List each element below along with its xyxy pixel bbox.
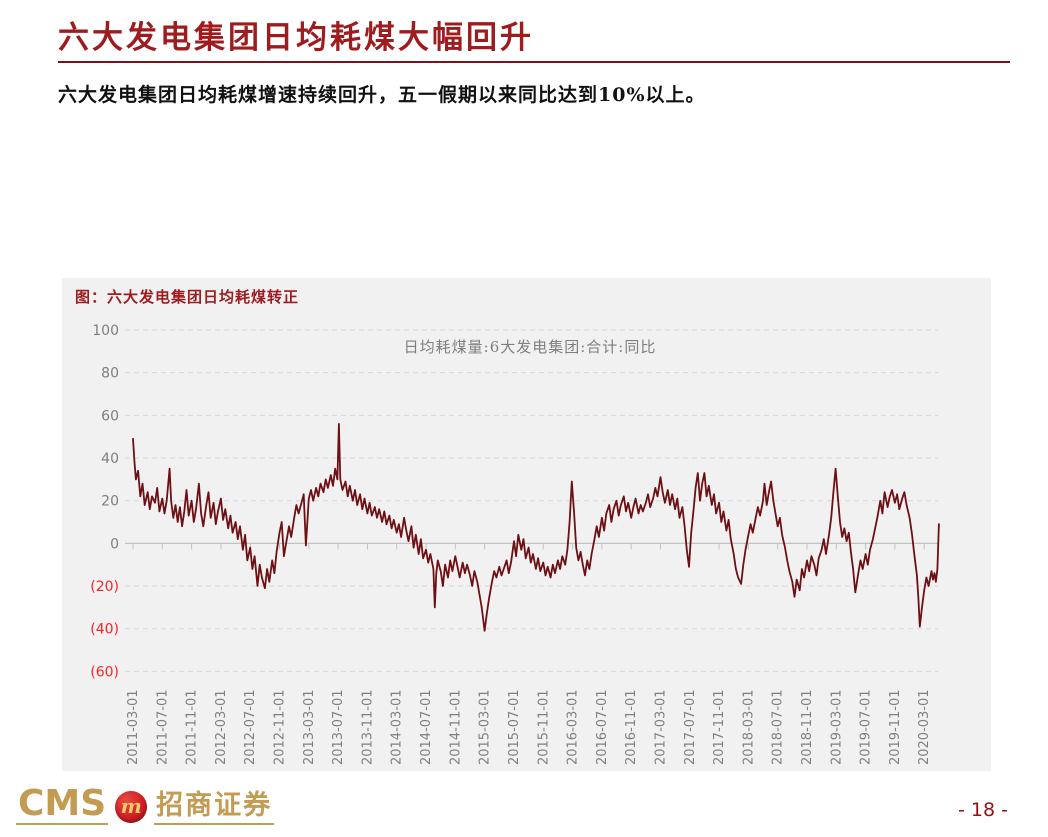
- x-tick-label: 2019-11-01: [888, 689, 903, 765]
- x-tick-label: 2013-07-01: [331, 689, 346, 765]
- x-tick-label: 2017-11-01: [712, 689, 727, 765]
- broker-name-text: 招商证券: [154, 792, 275, 825]
- cms-badge-icon: m: [115, 791, 148, 823]
- x-tick-label: 2018-07-01: [771, 689, 786, 765]
- y-tick-label: 0: [110, 536, 119, 552]
- x-tick-label: 2015-07-01: [507, 689, 522, 765]
- x-tick-label: 2016-11-01: [624, 689, 639, 765]
- x-tick-label: 2012-03-01: [214, 689, 229, 765]
- page-title: 六大发电集团日均耗煤大幅回升: [58, 20, 534, 56]
- y-axis-labels: 100 80 60 40 20 0 (20) (40) (60): [90, 323, 119, 680]
- y-tick-label: (40): [90, 622, 119, 638]
- x-tick-label: 2015-03-01: [478, 689, 493, 765]
- x-tick-label: 2017-03-01: [653, 689, 668, 765]
- y-tick-label: 20: [101, 494, 119, 510]
- subtitle-text: 六大发电集团日均耗煤增速持续回升，五一假期以来同比达到10%以上。: [58, 84, 706, 106]
- x-tick-label: 2019-07-01: [859, 689, 874, 765]
- x-tick-label: 2017-07-01: [683, 689, 698, 765]
- x-tick-label: 2018-11-01: [800, 689, 815, 765]
- y-tick-label: 80: [101, 366, 119, 382]
- y-tick-label: (20): [90, 579, 119, 595]
- x-tick-label: 2019-03-01: [829, 689, 844, 765]
- y-tick-label: 100: [92, 323, 119, 339]
- y-tick-label: (60): [90, 664, 119, 680]
- x-tick-label: 2012-07-01: [243, 689, 258, 765]
- x-tick-label: 2015-11-01: [536, 689, 551, 765]
- x-tick-label: 2011-03-01: [126, 689, 141, 765]
- x-tick-label: 2013-03-01: [302, 689, 317, 765]
- gridline-layer: [125, 329, 938, 672]
- x-tick-label: 2020-03-01: [917, 689, 932, 765]
- figure-title: 图：六大发电集团日均耗煤转正: [75, 288, 300, 306]
- x-tick-label: 2014-03-01: [390, 689, 405, 765]
- badge-m-glyph: m: [120, 794, 142, 818]
- x-axis-labels: 2011-03-01 2011-07-01 2011-11-01 2012-03-01…: [126, 543, 932, 765]
- y-tick-label: 40: [101, 451, 119, 467]
- series-line: [132, 422, 940, 632]
- x-tick-label: 2014-11-01: [448, 689, 463, 765]
- x-tick-label: 2012-11-01: [273, 689, 288, 765]
- title-divider: [58, 61, 1010, 63]
- page-number: - 18 -: [958, 799, 1008, 821]
- x-tick-label: 2011-11-01: [185, 689, 200, 765]
- x-tick-label: 2018-03-01: [741, 689, 756, 765]
- cms-logo-text: CMS: [16, 782, 109, 825]
- x-tick-label: 2011-07-01: [155, 689, 170, 765]
- series-label: 日均耗煤量:6大发电集团:合计:同比: [404, 338, 657, 356]
- x-tick-label: 2013-11-01: [360, 689, 375, 765]
- chart-card: 图：六大发电集团日均耗煤转正 100 80 60 40 20 0 (20) (40) (60) …: [62, 278, 991, 771]
- footer-logo: CMS m 招商证券: [16, 782, 275, 825]
- x-tick-label: 2016-07-01: [595, 689, 610, 765]
- y-tick-label: 60: [101, 408, 119, 424]
- x-tick-label: 2014-07-01: [419, 689, 434, 765]
- x-tick-label: 2016-03-01: [566, 689, 581, 765]
